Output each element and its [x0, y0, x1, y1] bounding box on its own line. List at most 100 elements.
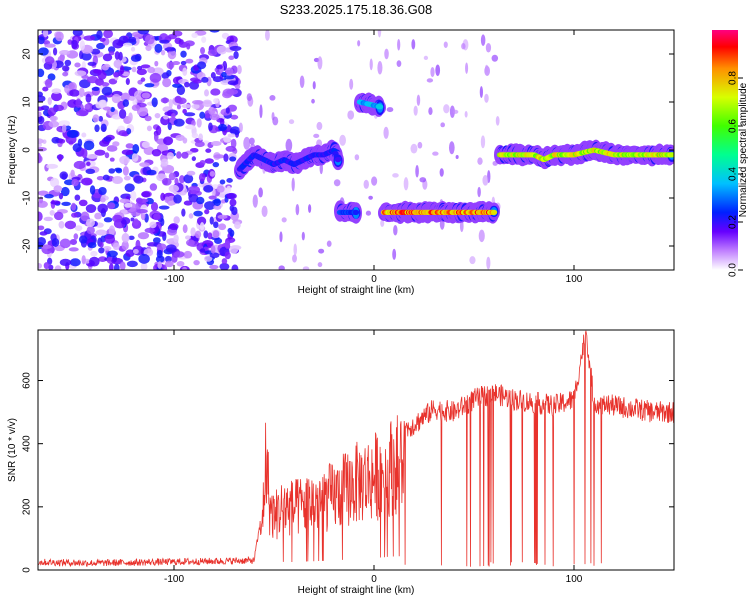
noise-blob	[83, 35, 96, 41]
noise-blob	[151, 149, 162, 157]
noise-blob	[76, 110, 88, 117]
noise-blob	[200, 47, 205, 55]
noise-blob	[137, 30, 150, 35]
noise-blob	[144, 227, 156, 233]
noise-blob	[131, 104, 141, 111]
noise-blob	[38, 111, 42, 118]
noise-blob	[219, 262, 230, 270]
noise-blob	[478, 229, 485, 243]
noise-blob	[97, 71, 107, 80]
noise-blob	[154, 43, 163, 53]
noise-blob	[78, 87, 85, 98]
noise-blob	[365, 210, 372, 216]
noise-blob	[131, 66, 137, 73]
noise-blob	[152, 237, 161, 244]
noise-blob	[217, 123, 228, 132]
noise-blob	[264, 30, 270, 41]
noise-blob	[153, 213, 161, 221]
noise-blob	[107, 250, 118, 258]
noise-blob	[59, 238, 71, 249]
noise-blob	[212, 161, 220, 168]
noise-blob	[155, 125, 162, 136]
noise-blob	[167, 49, 177, 60]
spectrogram-ylabel: Frequency (Hz)	[7, 116, 18, 185]
noise-blob	[163, 136, 174, 146]
noise-blob	[164, 47, 176, 52]
noise-blob	[377, 30, 382, 38]
noise-blob	[94, 149, 106, 156]
noise-blob	[216, 45, 228, 55]
noise-blob	[53, 185, 63, 193]
noise-blob	[101, 86, 113, 96]
noise-blob	[371, 176, 378, 186]
noise-blob	[186, 170, 196, 176]
noise-blob	[109, 157, 115, 162]
noise-blob	[210, 88, 221, 96]
noise-blob	[62, 65, 70, 72]
noise-blob	[182, 224, 188, 234]
noise-blob	[114, 51, 120, 60]
noise-blob	[166, 152, 174, 160]
noise-blob	[201, 36, 207, 44]
noise-blob	[423, 55, 429, 61]
noise-blob	[133, 218, 139, 226]
noise-blob	[144, 83, 155, 88]
noise-blob	[92, 114, 100, 123]
noise-blob	[38, 236, 47, 246]
noise-blob	[313, 133, 320, 138]
noise-blob	[154, 113, 161, 119]
noise-blob	[60, 186, 70, 197]
noise-blob	[443, 41, 448, 48]
noise-blob	[73, 233, 79, 240]
noise-blob	[96, 30, 103, 40]
noise-blob	[194, 230, 202, 239]
noise-blob	[212, 230, 220, 238]
snr-xlabel: Height of straight line (km)	[298, 585, 415, 596]
noise-blob	[435, 64, 441, 77]
spectrogram-heatmap	[38, 30, 674, 270]
noise-blob	[124, 202, 133, 208]
noise-blob	[79, 79, 91, 89]
noise-blob	[140, 77, 146, 82]
noise-blob	[199, 111, 206, 119]
noise-blob	[410, 143, 418, 154]
noise-blob	[160, 192, 166, 201]
noise-blob	[396, 60, 402, 67]
noise-blob	[486, 256, 491, 270]
x-tick-label: -100	[164, 574, 184, 585]
noise-blob	[279, 231, 283, 243]
noise-blob	[108, 78, 118, 85]
noise-blob	[229, 45, 242, 52]
noise-blob	[204, 158, 214, 164]
noise-blob	[199, 222, 205, 231]
noise-blob	[38, 225, 45, 231]
noise-blob	[440, 122, 445, 128]
noise-blob	[74, 70, 87, 77]
noise-blob	[61, 124, 67, 133]
noise-blob	[41, 244, 52, 249]
noise-blob	[230, 138, 237, 149]
y-tick-label: 600	[22, 372, 33, 389]
noise-blob	[111, 176, 124, 185]
noise-blob	[58, 154, 63, 162]
noise-blob	[113, 263, 120, 270]
noise-blob	[182, 108, 187, 114]
noise-blob	[469, 256, 476, 265]
noise-blob	[166, 61, 175, 70]
noise-blob	[81, 52, 92, 61]
noise-blob	[122, 42, 133, 47]
noise-blob	[69, 89, 80, 97]
noise-blob	[182, 67, 188, 77]
noise-blob	[176, 97, 187, 105]
noise-blob	[106, 145, 118, 152]
noise-blob	[208, 122, 213, 131]
noise-blob	[103, 30, 114, 39]
noise-blob	[184, 235, 191, 240]
noise-blob	[221, 32, 230, 39]
noise-blob	[238, 122, 243, 133]
noise-blob	[81, 255, 86, 265]
noise-blob	[208, 195, 217, 200]
noise-blob	[236, 64, 242, 75]
noise-blob	[397, 38, 401, 51]
noise-blob	[226, 178, 233, 183]
